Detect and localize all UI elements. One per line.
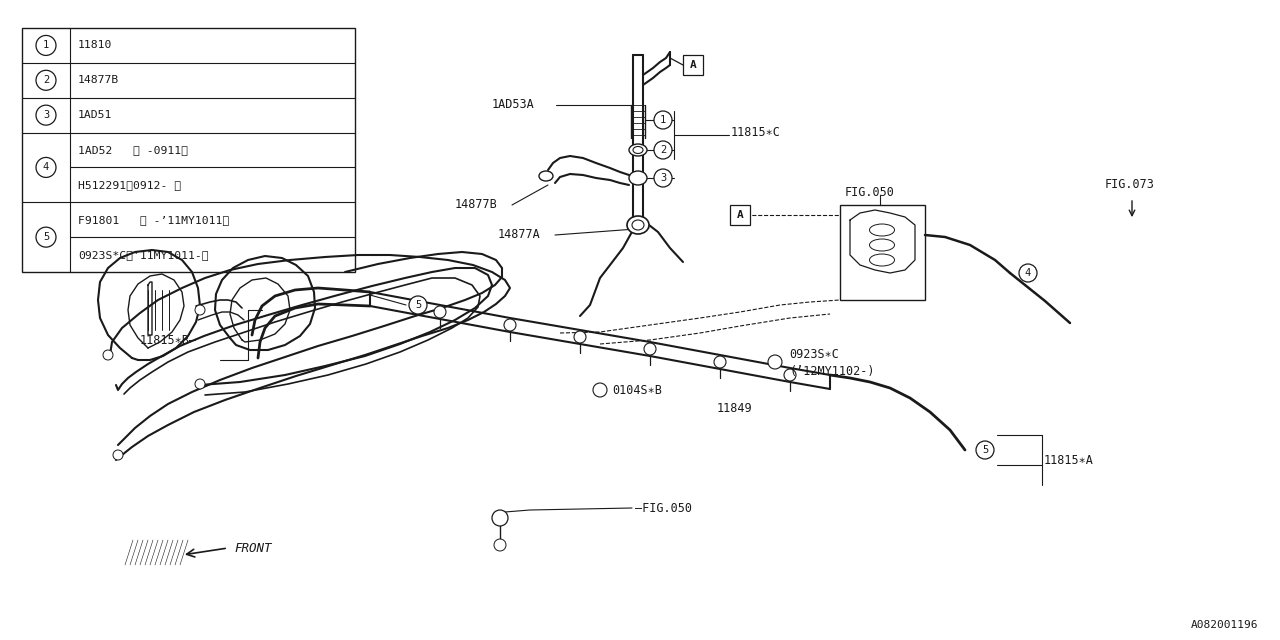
Circle shape: [654, 169, 672, 187]
Text: 1AD53A: 1AD53A: [492, 99, 535, 111]
Text: 5: 5: [415, 300, 421, 310]
Text: 11815∗C: 11815∗C: [731, 127, 781, 140]
Circle shape: [113, 450, 123, 460]
Text: 5: 5: [42, 232, 49, 242]
Circle shape: [492, 510, 508, 526]
Text: 3: 3: [42, 110, 49, 120]
Text: A082001196: A082001196: [1190, 620, 1258, 630]
Text: 0104S∗B: 0104S∗B: [612, 383, 662, 397]
Circle shape: [102, 350, 113, 360]
Text: F91801   〈 -’11MY1011〉: F91801 〈 -’11MY1011〉: [78, 214, 229, 225]
Text: 4: 4: [42, 163, 49, 172]
Text: 11810: 11810: [78, 40, 113, 51]
Text: FIG.073: FIG.073: [1105, 179, 1155, 191]
Circle shape: [768, 355, 782, 369]
Ellipse shape: [869, 239, 895, 251]
Circle shape: [977, 441, 995, 459]
Ellipse shape: [634, 147, 643, 154]
Ellipse shape: [869, 254, 895, 266]
Bar: [22, 28, 355, 272]
Text: 3: 3: [660, 173, 666, 183]
Text: A: A: [690, 60, 696, 70]
Text: 1AD51: 1AD51: [78, 110, 113, 120]
Text: —FIG.050: —FIG.050: [635, 502, 692, 515]
Text: 4: 4: [1025, 268, 1032, 278]
Circle shape: [410, 296, 428, 314]
Ellipse shape: [628, 144, 646, 156]
Circle shape: [783, 369, 796, 381]
Circle shape: [644, 343, 657, 355]
Text: 14877B: 14877B: [454, 198, 498, 211]
Ellipse shape: [539, 171, 553, 181]
Circle shape: [1019, 264, 1037, 282]
Circle shape: [36, 35, 56, 56]
Text: 14877A: 14877A: [498, 228, 540, 241]
Text: 11849: 11849: [717, 401, 753, 415]
Text: 1AD52   〈 -0911〉: 1AD52 〈 -0911〉: [78, 145, 188, 155]
Text: 0923S∗C: 0923S∗C: [788, 348, 838, 360]
Circle shape: [654, 111, 672, 129]
Ellipse shape: [869, 224, 895, 236]
Text: A: A: [736, 210, 744, 220]
Circle shape: [593, 383, 607, 397]
Circle shape: [36, 227, 56, 247]
Circle shape: [654, 141, 672, 159]
Bar: [730, 205, 750, 225]
Circle shape: [714, 356, 726, 368]
Ellipse shape: [627, 216, 649, 234]
Circle shape: [195, 305, 205, 315]
Circle shape: [504, 319, 516, 331]
Text: 2: 2: [660, 145, 666, 155]
Text: 1: 1: [660, 115, 666, 125]
Text: 2: 2: [42, 76, 49, 85]
Circle shape: [36, 70, 56, 90]
Text: 0923S*C〈’11MY1011-〉: 0923S*C〈’11MY1011-〉: [78, 250, 209, 260]
Text: FRONT: FRONT: [234, 541, 271, 554]
Bar: [840, 205, 925, 300]
Text: (’12MY1102-): (’12MY1102-): [788, 365, 874, 378]
Text: 11815∗B—: 11815∗B—: [140, 333, 197, 346]
Text: 5: 5: [982, 445, 988, 455]
Ellipse shape: [628, 171, 646, 185]
Text: 14877B: 14877B: [78, 76, 119, 85]
Circle shape: [195, 379, 205, 389]
Ellipse shape: [632, 220, 644, 230]
Circle shape: [573, 331, 586, 343]
Text: 11815∗A: 11815∗A: [1044, 454, 1094, 467]
Circle shape: [494, 539, 506, 551]
Bar: [684, 55, 703, 75]
Text: FIG.050: FIG.050: [845, 186, 895, 200]
Circle shape: [36, 105, 56, 125]
Text: 1: 1: [42, 40, 49, 51]
Circle shape: [434, 306, 445, 318]
Circle shape: [36, 157, 56, 177]
Text: H512291〈0912- 〉: H512291〈0912- 〉: [78, 180, 182, 190]
